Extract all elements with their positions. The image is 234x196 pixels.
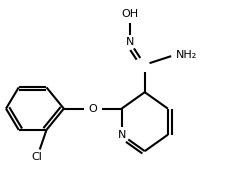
Text: Cl: Cl [32,152,43,162]
Text: N: N [117,130,126,140]
Text: NH₂: NH₂ [176,51,197,61]
Text: N: N [125,37,134,47]
Text: OH: OH [121,9,138,19]
Text: O: O [88,104,97,114]
